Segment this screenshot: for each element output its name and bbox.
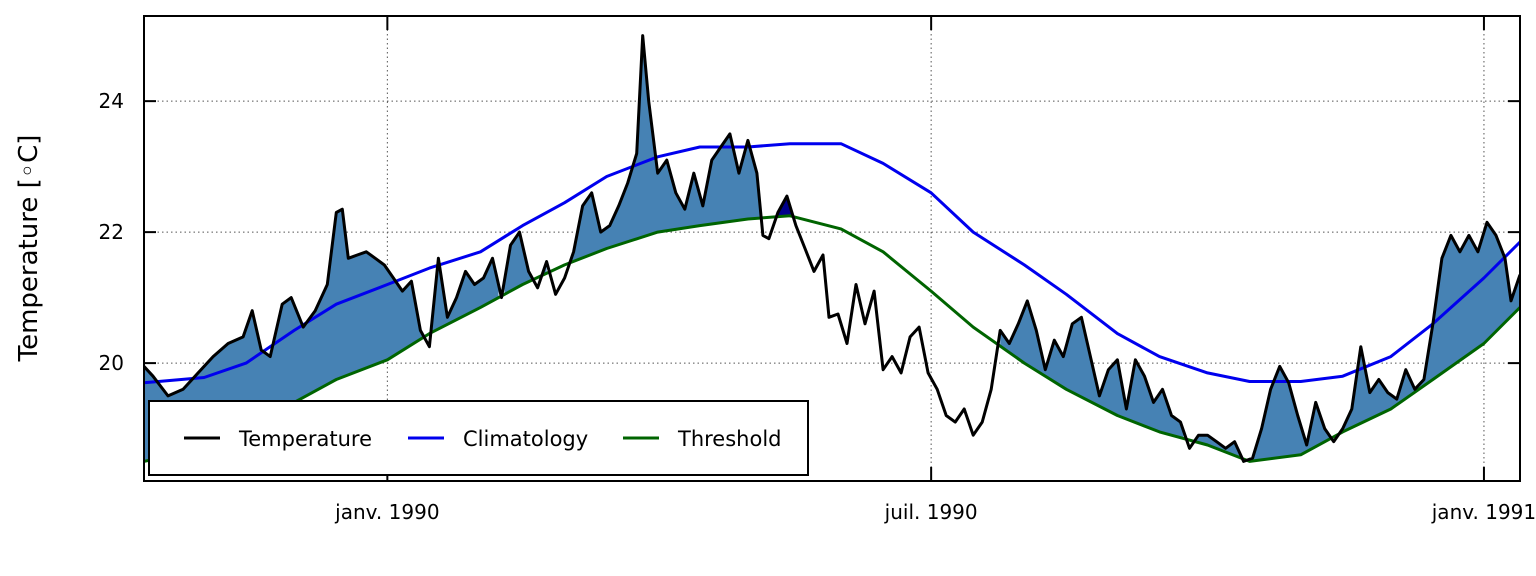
series-line-temperature — [144, 34, 1520, 463]
y-tick-label: 20 — [99, 351, 124, 375]
series-line-climatology — [144, 142, 1520, 385]
legend-label-climatology: Climatology — [463, 427, 588, 451]
series-lines — [144, 34, 1520, 463]
x-tick-label: juil. 1990 — [884, 500, 978, 524]
exceedance-fill — [144, 209, 424, 462]
legend-label-temperature: Temperature — [238, 427, 372, 451]
x-tick-label: janv. 1990 — [334, 500, 439, 524]
exceedance-fill — [570, 35, 760, 263]
y-tick-label: 24 — [99, 89, 124, 113]
exceedance-fill — [432, 258, 499, 333]
x-tick-label: janv. 1991 — [1431, 500, 1536, 524]
exceedance-fills — [144, 35, 1520, 462]
legend-box — [148, 400, 809, 476]
plot-frame — [143, 15, 1521, 482]
event-fill — [777, 196, 793, 217]
legend: Temperature Climatology Threshold — [148, 400, 809, 476]
axis-ticks: 20 22 24 janv. 1990 juil. 1990 janv. 1991 — [99, 16, 1536, 524]
y-tick-label: 22 — [99, 220, 124, 244]
y-axis-title: Temperature [◦C] — [14, 135, 44, 363]
series-line-threshold — [144, 214, 1520, 463]
exceedance-fill — [1249, 366, 1331, 462]
exceedance-fill — [1339, 222, 1520, 434]
legend-label-threshold: Threshold — [677, 427, 782, 451]
